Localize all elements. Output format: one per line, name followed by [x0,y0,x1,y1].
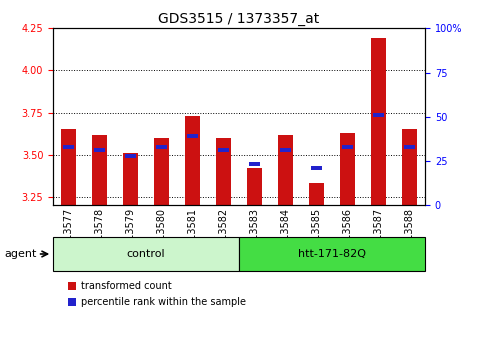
Bar [249,162,260,166]
Bar [185,116,200,205]
Bar [187,134,198,138]
Bar [63,145,74,149]
Bar [125,154,136,158]
Bar [278,135,293,205]
Bar [218,148,229,152]
Text: agent: agent [5,249,37,259]
Bar [123,153,138,205]
Bar [342,145,353,149]
Bar [373,113,384,117]
Text: transformed count: transformed count [81,281,172,291]
Bar [371,39,386,205]
Bar [156,145,167,149]
Bar [61,130,76,205]
Bar [94,148,105,152]
Text: control: control [127,249,165,259]
Bar [154,138,170,205]
Bar [404,145,415,149]
Bar [280,148,291,152]
Bar [311,166,322,170]
Bar [92,135,107,205]
Bar [402,130,417,205]
Bar [309,183,324,205]
Bar [340,133,355,205]
Bar [216,138,231,205]
Bar [247,168,262,205]
Title: GDS3515 / 1373357_at: GDS3515 / 1373357_at [158,12,320,26]
Text: htt-171-82Q: htt-171-82Q [298,249,366,259]
Text: percentile rank within the sample: percentile rank within the sample [81,297,246,307]
